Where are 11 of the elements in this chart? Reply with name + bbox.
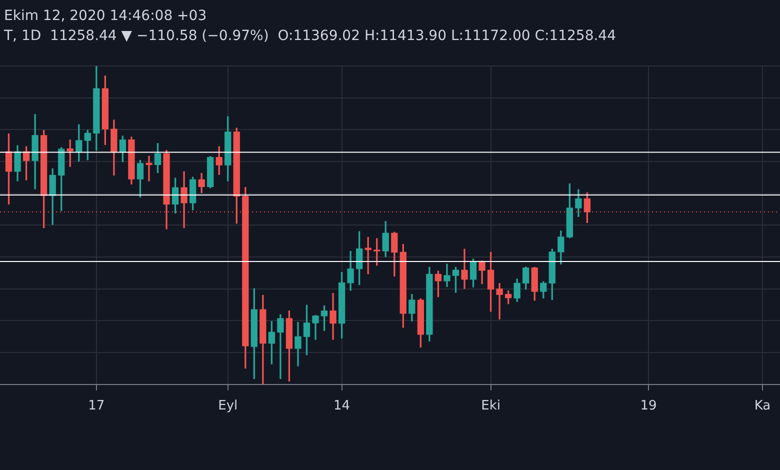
chart-subtitle: T, 1D 11258.44 ▼ −110.58 (−0.97%) O:11369.02 H:11413.90 L:11172.00 C:11258.44 — [4, 28, 616, 44]
candlestick — [146, 156, 152, 182]
x-tick-label: Ka — [754, 398, 771, 414]
chart-title: Ekim 12, 2020 14:46:08 +03 — [4, 8, 207, 24]
x-tick-label: 17 — [88, 398, 105, 414]
x-tick-label: Eki — [481, 398, 500, 414]
x-tick-label: 19 — [640, 398, 657, 414]
candlestick — [496, 283, 503, 320]
x-tick-label: 14 — [334, 398, 350, 414]
x-tick-label: Eyl — [218, 398, 238, 414]
candlestick — [277, 314, 284, 379]
